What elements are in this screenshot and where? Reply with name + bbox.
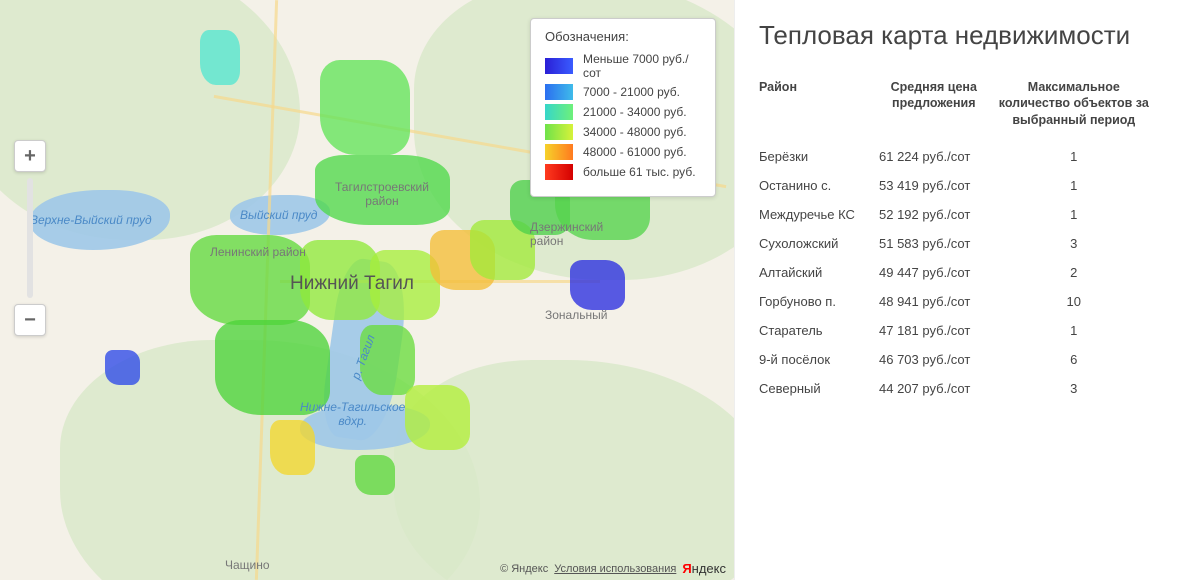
legend-swatch bbox=[545, 144, 573, 160]
cell-district: Горбуново п. bbox=[759, 287, 879, 316]
cell-district: Алтайский bbox=[759, 258, 879, 287]
cell-price: 51 583 руб./сот bbox=[879, 229, 997, 258]
heatmap-region[interactable] bbox=[355, 455, 395, 495]
attribution-prefix: © Яндекс bbox=[500, 563, 548, 575]
price-table: Район Средняя цена предложения Максималь… bbox=[759, 73, 1159, 403]
cell-count: 3 bbox=[997, 229, 1159, 258]
place-label: Чащино bbox=[225, 558, 270, 572]
col-avg-price: Средняя цена предложения bbox=[879, 73, 997, 142]
cell-district: Старатель bbox=[759, 316, 879, 345]
cell-count: 1 bbox=[997, 200, 1159, 229]
cell-count: 6 bbox=[997, 345, 1159, 374]
cell-price: 47 181 руб./сот bbox=[879, 316, 997, 345]
table-row: Междуречье КС52 192 руб./сот1 bbox=[759, 200, 1159, 229]
legend-item: 48000 - 61000 руб. bbox=[545, 144, 701, 160]
table-row: Старатель47 181 руб./сот1 bbox=[759, 316, 1159, 345]
map-attribution: © Яндекс Условия использования Яндекс bbox=[500, 561, 726, 576]
legend-item: 21000 - 34000 руб. bbox=[545, 104, 701, 120]
city-label: Нижний Тагил bbox=[290, 273, 414, 295]
table-row: Берёзки61 224 руб./сот1 bbox=[759, 142, 1159, 171]
zoom-slider[interactable] bbox=[27, 178, 33, 298]
legend-label: больше 61 тыс. руб. bbox=[583, 165, 696, 179]
table-row: Алтайский49 447 руб./сот2 bbox=[759, 258, 1159, 287]
table-row: Сухоложский51 583 руб./сот3 bbox=[759, 229, 1159, 258]
cell-price: 53 419 руб./сот bbox=[879, 171, 997, 200]
legend-label: 21000 - 34000 руб. bbox=[583, 105, 687, 119]
table-row: 9-й посёлок46 703 руб./сот6 bbox=[759, 345, 1159, 374]
legend-label: 34000 - 48000 руб. bbox=[583, 125, 687, 139]
heatmap-region[interactable] bbox=[200, 30, 240, 85]
table-header-row: Район Средняя цена предложения Максималь… bbox=[759, 73, 1159, 142]
legend-swatch bbox=[545, 164, 573, 180]
col-district: Район bbox=[759, 73, 879, 142]
cell-price: 48 941 руб./сот bbox=[879, 287, 997, 316]
legend-label: 7000 - 21000 руб. bbox=[583, 85, 680, 99]
cell-price: 61 224 руб./сот bbox=[879, 142, 997, 171]
cell-count: 1 bbox=[997, 142, 1159, 171]
legend-item: 34000 - 48000 руб. bbox=[545, 124, 701, 140]
legend-item: Меньше 7000 руб./сот bbox=[545, 52, 701, 80]
cell-district: 9-й посёлок bbox=[759, 345, 879, 374]
cell-count: 10 bbox=[997, 287, 1159, 316]
table-row: Горбуново п.48 941 руб./сот10 bbox=[759, 287, 1159, 316]
district-label: Ленинский район bbox=[210, 245, 306, 259]
cell-count: 2 bbox=[997, 258, 1159, 287]
data-panel: Тепловая карта недвижимости Район Средня… bbox=[735, 0, 1179, 580]
cell-price: 49 447 руб./сот bbox=[879, 258, 997, 287]
cell-count: 1 bbox=[997, 171, 1159, 200]
heatmap-region[interactable] bbox=[405, 385, 470, 450]
heatmap-region[interactable] bbox=[570, 260, 625, 310]
legend-swatch bbox=[545, 84, 573, 100]
heatmap-region[interactable] bbox=[320, 60, 410, 155]
heatmap-map[interactable]: Верхне-Выйский пруд Выйский пруд Ленинск… bbox=[0, 0, 735, 580]
pond-label: Верхне-Выйский пруд bbox=[30, 213, 152, 227]
table-row: Северный44 207 руб./сот3 bbox=[759, 374, 1159, 403]
cell-price: 46 703 руб./сот bbox=[879, 345, 997, 374]
reservoir-label: Нижне-Тагильское вдхр. bbox=[300, 400, 405, 428]
zoom-controls: + − bbox=[14, 140, 46, 336]
cell-district: Берёзки bbox=[759, 142, 879, 171]
cell-price: 44 207 руб./сот bbox=[879, 374, 997, 403]
legend-title: Обозначения: bbox=[545, 29, 701, 44]
yandex-logo: Яндекс bbox=[682, 561, 726, 576]
col-max-count: Максимальное количество объектов за выбр… bbox=[997, 73, 1159, 142]
cell-district: Сухоложский bbox=[759, 229, 879, 258]
cell-district: Останино с. bbox=[759, 171, 879, 200]
cell-district: Северный bbox=[759, 374, 879, 403]
cell-district: Междуречье КС bbox=[759, 200, 879, 229]
zoom-in-button[interactable]: + bbox=[14, 140, 46, 172]
heatmap-region[interactable] bbox=[105, 350, 140, 385]
district-label: Тагилстроевский район bbox=[335, 180, 429, 208]
legend-label: 48000 - 61000 руб. bbox=[583, 145, 687, 159]
map-legend: Обозначения: Меньше 7000 руб./сот 7000 - … bbox=[530, 18, 716, 197]
attribution-terms-link[interactable]: Условия использования bbox=[554, 563, 676, 575]
legend-swatch bbox=[545, 104, 573, 120]
cell-price: 52 192 руб./сот bbox=[879, 200, 997, 229]
district-label: Дзержинский район bbox=[530, 220, 603, 248]
table-row: Останино с.53 419 руб./сот1 bbox=[759, 171, 1159, 200]
legend-swatch bbox=[545, 58, 573, 74]
page-title: Тепловая карта недвижимости bbox=[759, 20, 1159, 51]
legend-swatch bbox=[545, 124, 573, 140]
legend-label: Меньше 7000 руб./сот bbox=[583, 52, 701, 80]
zoom-out-button[interactable]: − bbox=[14, 304, 46, 336]
heatmap-region[interactable] bbox=[270, 420, 315, 475]
legend-item: 7000 - 21000 руб. bbox=[545, 84, 701, 100]
district-label: Зональный bbox=[545, 308, 607, 322]
pond-label: Выйский пруд bbox=[240, 208, 317, 222]
legend-item: больше 61 тыс. руб. bbox=[545, 164, 701, 180]
cell-count: 3 bbox=[997, 374, 1159, 403]
cell-count: 1 bbox=[997, 316, 1159, 345]
